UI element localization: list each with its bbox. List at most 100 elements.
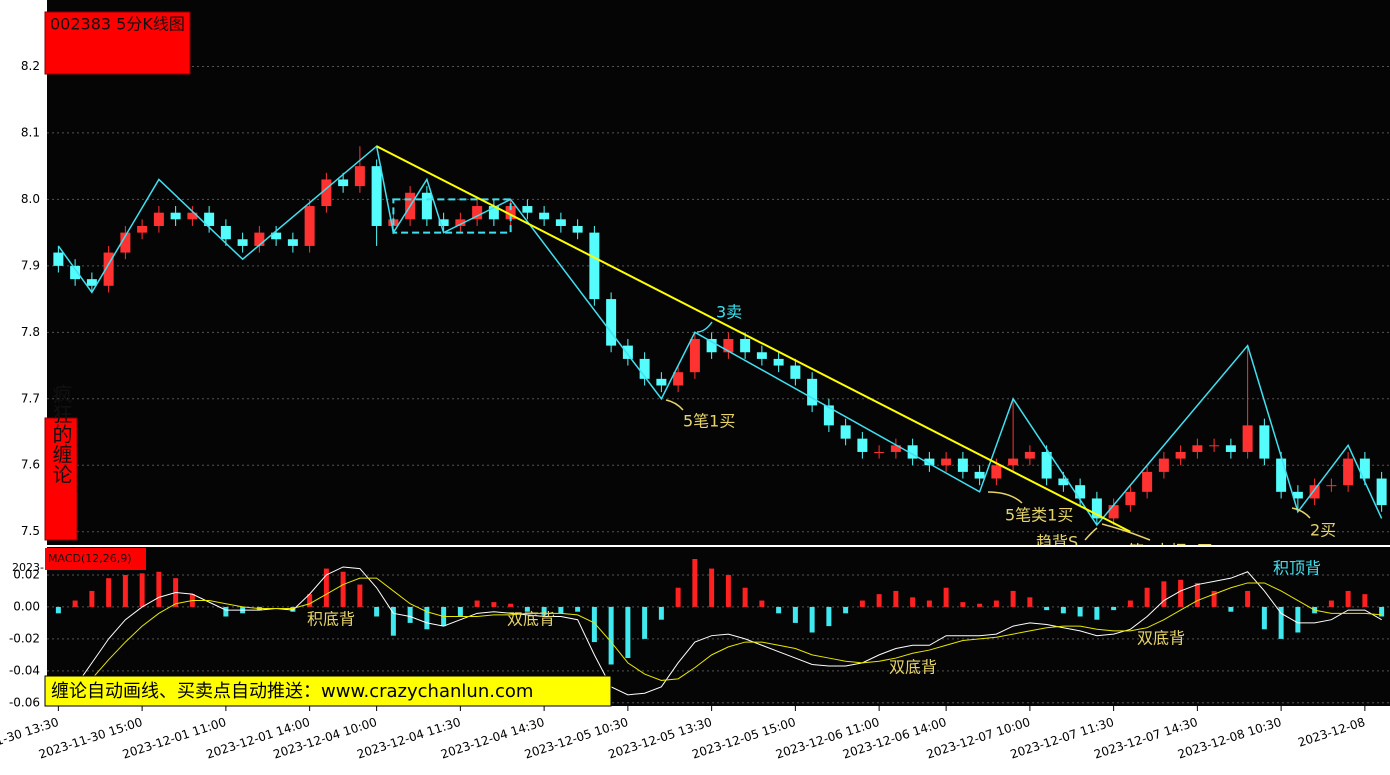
candle-body	[773, 358, 784, 366]
candle-body	[673, 372, 684, 386]
annotation-arrow	[1101, 523, 1151, 541]
y-tick-label: -0.06	[9, 695, 40, 709]
candle-body	[153, 212, 164, 226]
title: 002383 5分K线图	[50, 15, 185, 34]
candle-body	[1075, 485, 1086, 499]
candle-body	[1326, 485, 1337, 487]
candle-body	[1091, 498, 1102, 519]
edge-label: 2023-	[12, 561, 44, 574]
candle-body	[1108, 505, 1119, 519]
y-tick-label: 7.6	[21, 458, 40, 472]
main-panel	[47, 0, 1390, 545]
candle-body	[204, 212, 215, 226]
candle-body	[455, 219, 466, 226]
y-tick-label: 8.2	[21, 59, 40, 73]
candle-body	[572, 225, 583, 233]
candle-body	[1058, 478, 1069, 486]
candle-body	[86, 279, 97, 286]
candle-body	[840, 425, 851, 439]
y-tick-label: 7.9	[21, 258, 40, 272]
candle-body	[304, 206, 315, 246]
candle-body	[1175, 451, 1186, 459]
x-tick-label: 2023-12-08	[1296, 715, 1367, 750]
candle-body	[1142, 471, 1153, 492]
candle-body	[438, 219, 449, 226]
candle-body	[1276, 458, 1287, 492]
y-tick-label: -0.04	[9, 663, 40, 677]
candle-body	[237, 239, 248, 246]
title-box	[44, 11, 191, 75]
candle-body	[941, 458, 952, 466]
candle-body	[287, 239, 298, 246]
candle-body	[472, 206, 483, 220]
macd-title: MACD(12,26,9)	[48, 552, 132, 565]
candle-body	[254, 232, 265, 246]
candle-body	[790, 365, 801, 379]
candle-body	[874, 451, 885, 453]
candle-body	[1343, 458, 1354, 486]
brand-box	[44, 417, 78, 541]
annotation-arrow	[1084, 527, 1098, 541]
candle-body	[1024, 451, 1035, 459]
annotation: 2买	[1310, 521, 1336, 540]
candle-body	[371, 166, 382, 226]
candle-body	[807, 378, 818, 406]
y-tick-label: 7.7	[21, 391, 40, 405]
annotation: 5笔1买	[683, 412, 735, 431]
candle-body	[723, 338, 734, 353]
candle-body	[857, 438, 868, 452]
candle-body	[606, 299, 617, 346]
candle-body	[271, 232, 282, 240]
candle-body	[957, 458, 968, 472]
candle-body	[1008, 458, 1019, 466]
banner: 缠论自动画线、买卖点自动推送：www.crazychanlun.com	[51, 681, 533, 702]
candle-body	[505, 206, 516, 220]
annotation: 双底背	[507, 610, 555, 629]
candle-body	[354, 166, 365, 187]
candle-body	[622, 345, 633, 359]
candle-body	[70, 265, 81, 280]
macd-title-box	[45, 548, 146, 570]
candle-body	[522, 206, 533, 213]
candle-body	[338, 179, 349, 187]
annotation-arrow	[1291, 507, 1311, 519]
annotation: 积底背	[307, 610, 355, 629]
candle-body	[1376, 478, 1387, 506]
candle-body	[907, 445, 918, 459]
candle-body	[1242, 425, 1253, 452]
annotation-arrow	[665, 399, 684, 411]
candle-body	[539, 212, 550, 220]
candle-body	[1209, 445, 1220, 447]
annotation: 趋背S	[1036, 533, 1078, 552]
candle-body	[1359, 458, 1370, 479]
candle-body	[53, 252, 64, 266]
candle-body	[555, 219, 566, 226]
y-tick-label: -0.02	[9, 631, 40, 645]
candle-body	[220, 225, 231, 240]
y-tick-label: 8.1	[21, 125, 40, 139]
candle-body	[639, 358, 650, 379]
y-tick-label: 7.5	[21, 524, 40, 538]
candle-body	[1192, 445, 1203, 452]
candle-body	[991, 465, 1002, 479]
candle-body	[890, 445, 901, 452]
banner-box	[44, 675, 612, 707]
annotation: 5笔类1买	[1005, 506, 1073, 525]
annotation: 双底背	[889, 658, 937, 677]
y-tick-label: 0.02	[13, 567, 40, 581]
candle-body	[756, 352, 767, 359]
candle-body	[137, 225, 148, 233]
y-tick-label: 0.00	[13, 599, 40, 613]
candle-body	[589, 232, 600, 300]
candle-body	[321, 179, 332, 207]
annotation: 9笔2中枢1买	[1118, 542, 1213, 561]
candle-body	[1292, 491, 1303, 499]
candle-body	[120, 232, 131, 253]
candle-body	[1125, 491, 1136, 506]
trend-line	[376, 145, 1131, 533]
candle-body	[1158, 458, 1169, 472]
